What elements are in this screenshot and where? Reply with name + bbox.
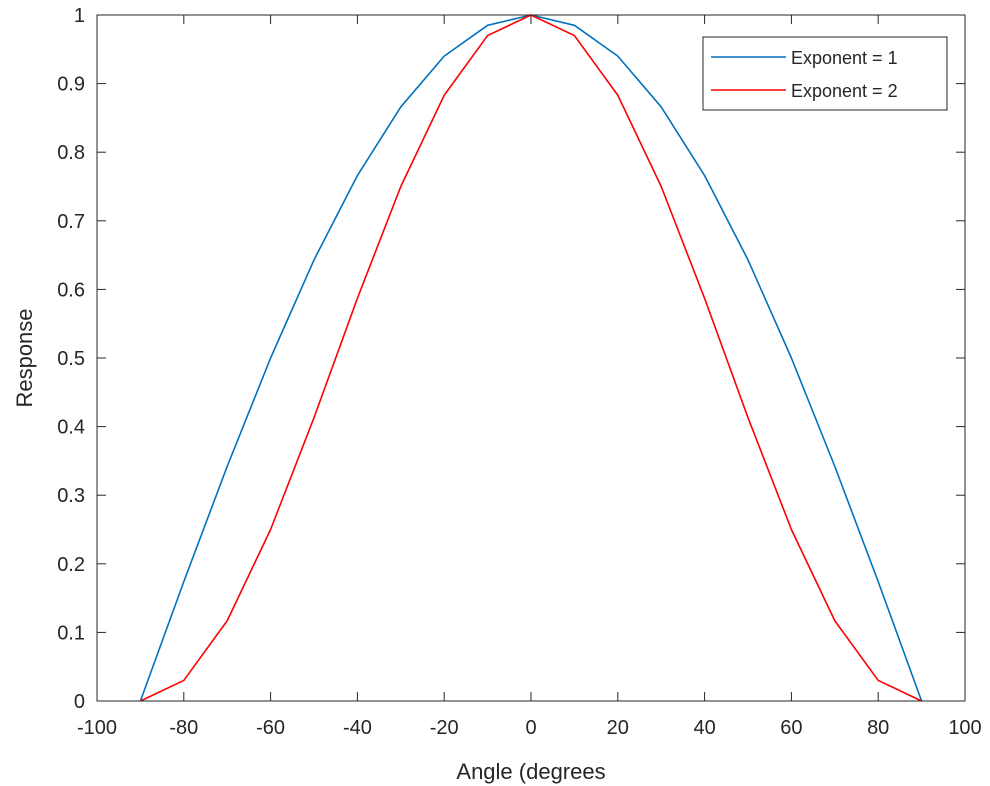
y-tick-label: 0.9 [57,74,85,96]
x-tick-label: 80 [867,717,889,739]
x-tick-label: -20 [430,717,459,739]
x-tick-label: -40 [343,717,372,739]
x-tick-label: -100 [77,717,117,739]
legend-box [702,36,948,111]
y-tick-label: 1 [74,5,85,27]
axes-box [96,14,966,702]
x-tick-label: 40 [693,717,715,739]
x-tick-label: 100 [948,717,981,739]
legend-label-exponent-1: Exponent = 1 [791,48,898,68]
plot-area [97,15,965,701]
y-tick-label: 0.4 [57,417,85,439]
y-tick-label: 0.7 [57,211,85,233]
x-tick-label: 20 [607,717,629,739]
y-tick-label: 0.3 [57,485,85,507]
y-tick-label: 0.6 [57,279,85,301]
y-tick-label: 0 [74,691,85,713]
x-tick-label: 0 [525,717,536,739]
x-tick-label: -80 [169,717,198,739]
legend: Exponent = 1 Exponent = 2 [702,36,948,111]
y-tick-label: 0.2 [57,554,85,576]
legend-label-exponent-2: Exponent = 2 [791,81,898,101]
y-tick-label: 0.8 [57,142,85,164]
x-tick-label: 60 [780,717,802,739]
y-axis-label: Response [12,308,37,407]
x-axis-label: Angle (degrees [456,759,605,784]
y-tick-label: 0.5 [57,348,85,370]
tick-labels-layer: -100 -80 -60 -40 -20 0 20 40 60 80 100 0 0.1 0.2 0.3 0.… [57,5,982,739]
y-tick-label: 0.1 [57,622,85,644]
x-tick-label: -60 [256,717,285,739]
